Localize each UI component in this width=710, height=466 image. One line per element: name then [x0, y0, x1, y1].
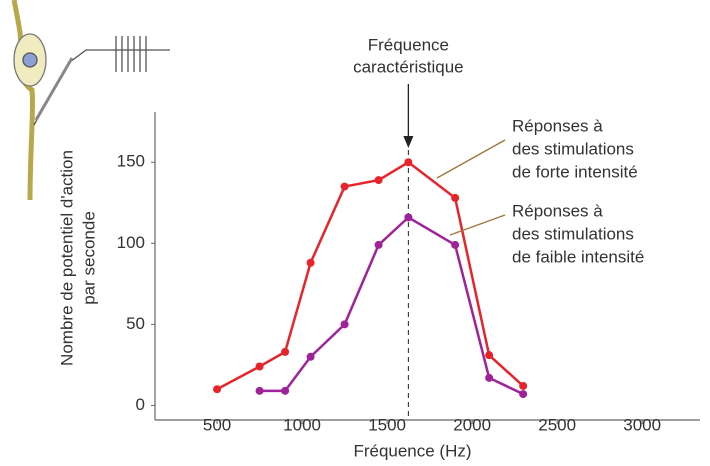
- annotation-text: Fréquence: [368, 35, 449, 54]
- legend-label: Réponses à: [512, 116, 603, 135]
- legend-label: de faible intensité: [512, 247, 644, 266]
- x-tick-label: 1500: [368, 415, 406, 434]
- data-point: [404, 213, 413, 222]
- y-tick-label: 100: [117, 233, 145, 252]
- data-point: [281, 347, 290, 356]
- data-point: [485, 351, 494, 360]
- data-point: [451, 193, 460, 202]
- data-point: [374, 240, 383, 249]
- legend-label: des stimulations: [512, 224, 634, 243]
- x-tick-label: 2000: [453, 415, 491, 434]
- y-tick-label: 150: [117, 152, 145, 171]
- data-point: [519, 381, 528, 390]
- data-point: [519, 390, 528, 399]
- data-point: [404, 158, 413, 167]
- y-tick-label: 0: [136, 395, 145, 414]
- data-point: [451, 240, 460, 249]
- y-axis-label: Nombre de potentiel d'action: [57, 150, 76, 366]
- legend-label: des stimulations: [512, 139, 634, 158]
- neuron-illustration: [11, 0, 170, 201]
- x-tick-label: 2500: [538, 415, 576, 434]
- x-tick-label: 500: [203, 415, 231, 434]
- data-point: [340, 320, 349, 329]
- data-point: [340, 182, 349, 191]
- legend-label: Réponses à: [512, 201, 603, 220]
- data-point: [485, 373, 494, 382]
- annotation-text: caractéristique: [353, 57, 464, 76]
- data-point: [281, 386, 290, 395]
- data-point: [255, 362, 264, 371]
- legend-leader: [436, 139, 506, 179]
- data-point: [255, 386, 264, 395]
- y-axis-label: par seconde: [79, 211, 98, 305]
- x-tick-label: 3000: [623, 415, 661, 434]
- legend-label: de forte intensité: [512, 162, 638, 181]
- y-tick-label: 50: [126, 314, 145, 333]
- series-line: [216, 160, 524, 391]
- x-axis-label: Fréquence (Hz): [353, 441, 471, 460]
- x-tick-label: 1000: [283, 415, 321, 434]
- data-point: [306, 258, 315, 267]
- data-point: [306, 352, 315, 361]
- annotation-arrowhead: [403, 136, 414, 148]
- data-point: [213, 385, 222, 394]
- data-point: [374, 176, 383, 185]
- legend-leader: [449, 214, 506, 236]
